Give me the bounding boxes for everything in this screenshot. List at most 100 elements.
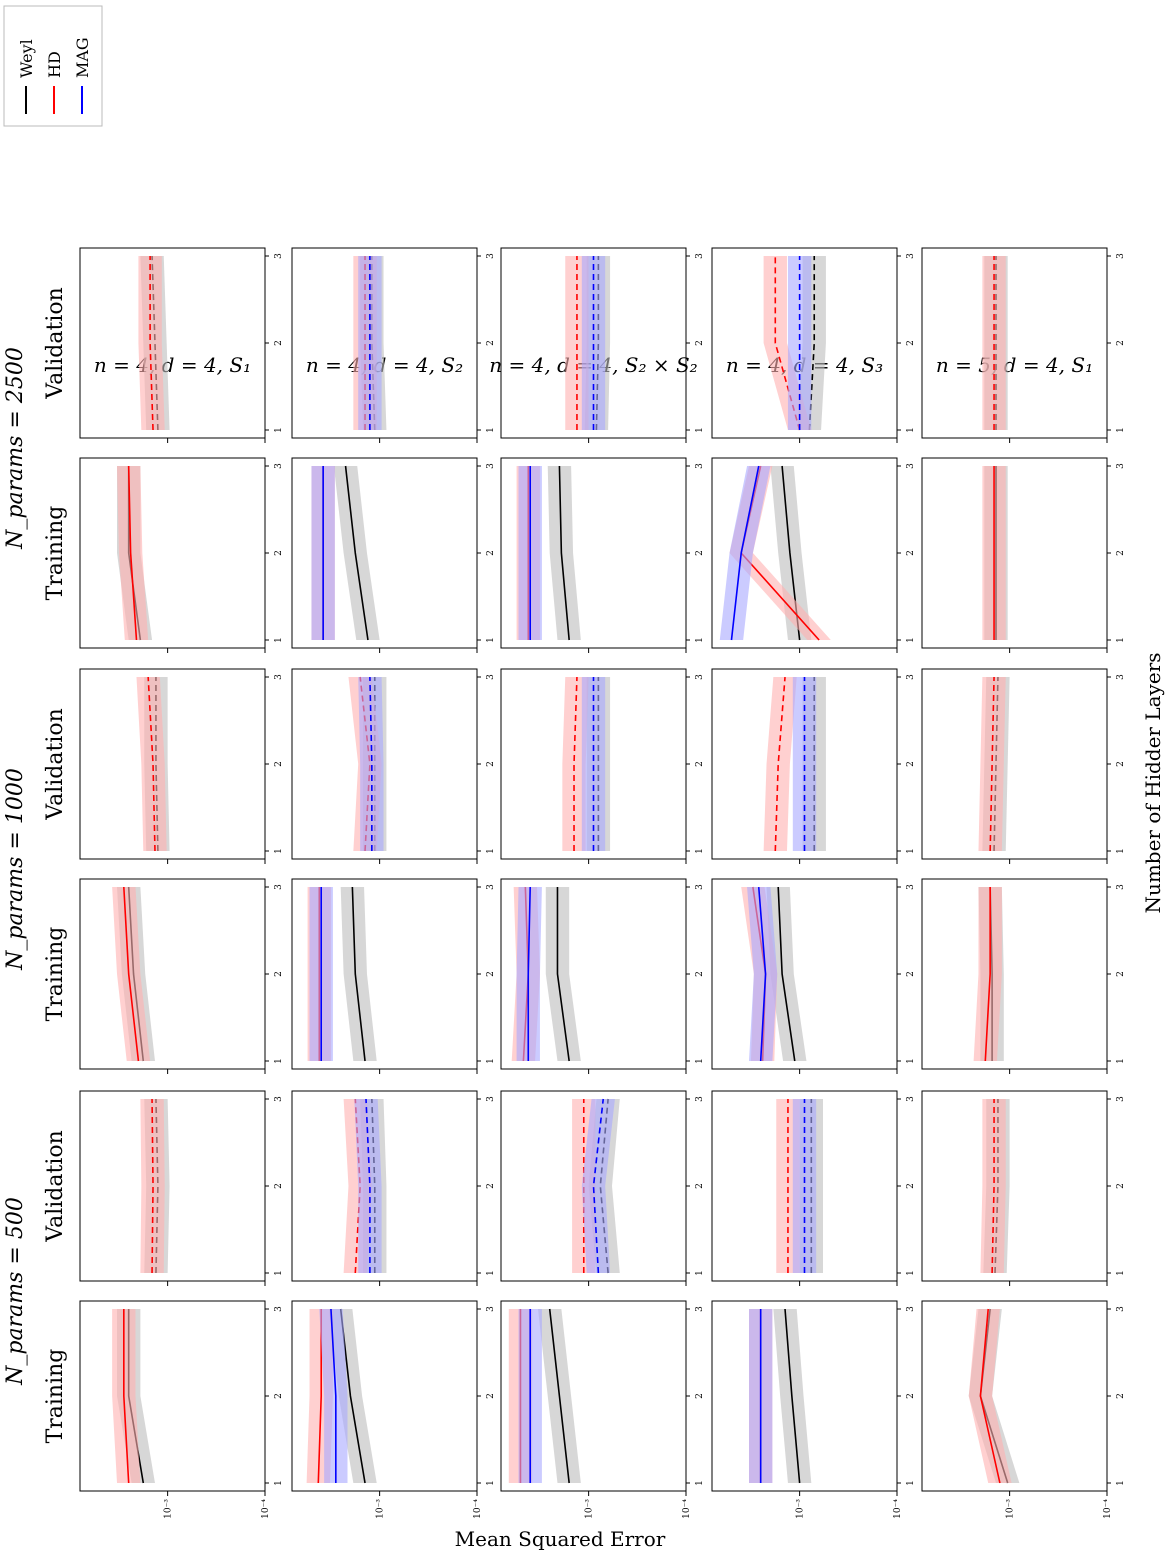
weyl-band <box>545 887 581 1061</box>
hd-band <box>117 466 149 640</box>
y-tick-label: 10⁻³ <box>164 1499 174 1519</box>
x-tick-label: 1 <box>695 637 705 643</box>
x-tick-label: 1 <box>274 427 284 433</box>
row-label: n = 5, d = 4, S₁ <box>936 353 1093 377</box>
mag-line <box>365 1098 371 1273</box>
legend-label-hd: HD <box>45 51 64 78</box>
y-tick-label: 10⁻⁴ <box>682 1499 692 1519</box>
x-tick-label: 1 <box>274 1058 284 1064</box>
hd-line <box>774 676 786 852</box>
x-tick-label: 1 <box>274 1270 284 1276</box>
x-tick-label: 2 <box>906 1183 916 1189</box>
panel-frame <box>921 457 1108 649</box>
panel-title: Validation <box>43 287 68 400</box>
x-tick-label: 1 <box>1116 848 1126 854</box>
hd-band <box>982 256 1006 430</box>
hd-line <box>149 256 154 431</box>
x-tick-label: 2 <box>486 550 496 556</box>
mag-line <box>527 886 532 1061</box>
x-tick-label: 1 <box>486 1058 496 1064</box>
x-tick-label: 1 <box>1116 1480 1126 1486</box>
panel-frame <box>921 247 1108 439</box>
x-tick-label: 1 <box>486 1480 496 1486</box>
mag-band <box>516 887 542 1061</box>
mag-band <box>358 256 382 430</box>
x-tick-label: 3 <box>1116 884 1126 890</box>
hd-band <box>138 256 165 430</box>
weyl-band <box>547 466 581 640</box>
x-tick-label: 3 <box>486 1096 496 1102</box>
panel-title: Validation <box>43 1130 68 1243</box>
x-tick-label: 2 <box>274 971 284 977</box>
weyl-band <box>340 887 377 1061</box>
x-tick-label: 1 <box>695 427 705 433</box>
hd-line <box>127 465 138 641</box>
x-tick-label: 1 <box>906 427 916 433</box>
y-tick-label: 10⁻⁴ <box>473 1499 483 1519</box>
mag-band <box>747 887 778 1061</box>
y-tick-label: 10⁻³ <box>796 1499 806 1519</box>
y-tick-label: 10⁻⁴ <box>893 1499 903 1519</box>
x-tick-label: 3 <box>695 253 705 259</box>
hd-band <box>136 677 167 851</box>
x-tick-label: 3 <box>274 253 284 259</box>
y-tick-label: 10⁻⁴ <box>1103 1499 1113 1519</box>
y-tick-label: 10⁻³ <box>1006 1499 1016 1519</box>
x-tick-label: 3 <box>486 253 496 259</box>
param-group-label: N_params = 1000 <box>3 768 28 971</box>
mag-band <box>581 677 606 851</box>
weyl-line <box>784 1308 801 1484</box>
x-tick-label: 3 <box>274 884 284 890</box>
panel-title: Validation <box>43 708 68 821</box>
y-tick-label: 10⁻³ <box>376 1499 386 1519</box>
hd-band <box>980 1099 1006 1273</box>
x-tick-label: 2 <box>906 971 916 977</box>
weyl-band <box>770 466 812 640</box>
hd-line <box>573 676 578 851</box>
mag-band <box>319 1309 348 1483</box>
x-tick-label: 1 <box>695 1058 705 1064</box>
x-tick-label: 1 <box>486 427 496 433</box>
x-tick-label: 1 <box>1116 1270 1126 1276</box>
x-tick-label: 2 <box>695 340 705 346</box>
panel-frame <box>921 668 1108 860</box>
x-tick-label: 3 <box>906 884 916 890</box>
mag-line <box>592 1098 605 1274</box>
weyl-line <box>556 887 570 1062</box>
x-tick-label: 1 <box>274 637 284 643</box>
hd-line <box>123 1309 130 1484</box>
x-tick-label: 1 <box>274 848 284 854</box>
x-tick-label: 3 <box>486 884 496 890</box>
x-tick-label: 2 <box>1116 1183 1126 1189</box>
hd-line <box>147 676 156 852</box>
panel-frame <box>79 247 266 439</box>
x-tick-label: 1 <box>906 1058 916 1064</box>
weyl-band <box>333 466 380 640</box>
x-tick-label: 3 <box>1116 674 1126 680</box>
x-tick-label: 3 <box>695 674 705 680</box>
mag-band <box>581 1099 615 1273</box>
hd-line <box>984 887 991 1062</box>
panel-frame <box>921 1300 1108 1492</box>
x-tick-label: 2 <box>274 761 284 767</box>
x-tick-label: 3 <box>1116 1096 1126 1102</box>
x-tick-label: 3 <box>1116 253 1126 259</box>
x-tick-label: 3 <box>274 463 284 469</box>
mag-line <box>369 676 373 851</box>
x-tick-label: 2 <box>695 761 705 767</box>
mag-line <box>730 465 760 641</box>
hd-line <box>123 886 140 1062</box>
mag-line <box>757 886 767 1062</box>
x-tick-label: 1 <box>906 848 916 854</box>
hd-band <box>973 887 1002 1061</box>
panel-title: Training <box>43 506 68 601</box>
mag-band <box>358 677 384 851</box>
x-tick-label: 2 <box>486 1183 496 1189</box>
x-tick-label: 2 <box>486 761 496 767</box>
x-tick-label: 2 <box>1116 1393 1126 1399</box>
x-tick-label: 2 <box>274 1393 284 1399</box>
x-tick-label: 2 <box>486 1393 496 1399</box>
panel-frame <box>711 878 898 1070</box>
x-tick-label: 3 <box>906 1306 916 1312</box>
panel-title: Training <box>43 1349 68 1444</box>
